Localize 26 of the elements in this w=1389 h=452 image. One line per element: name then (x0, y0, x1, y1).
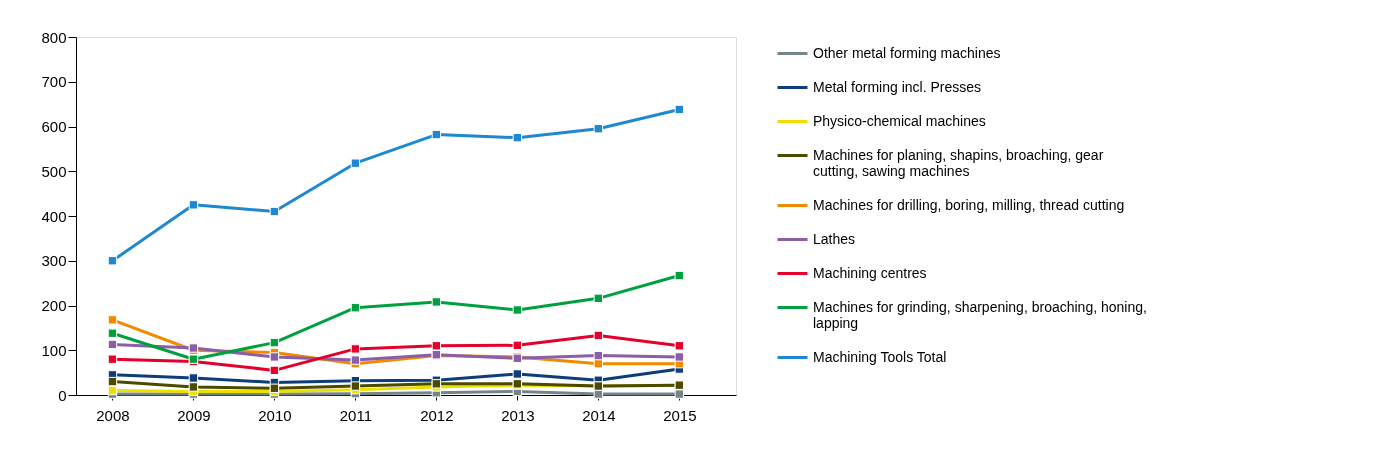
x-tick-label: 2010 (258, 406, 292, 424)
legend-label: Machines for planing, shapins, broaching, gear cutting, sawing machines (813, 146, 1104, 179)
y-tick-label: 0 (58, 386, 67, 404)
y-tick-label: 300 (41, 252, 67, 270)
y-tick-label: 600 (41, 118, 67, 135)
x-tick-label: 2015 (663, 406, 697, 424)
legend-label: Metal forming incl. Presses (813, 78, 982, 95)
legend-label: Machines for grinding, sharpening, broaching, honing, lapping (813, 298, 1147, 331)
y-tick-label: 200 (41, 297, 67, 314)
y-tick-label: 800 (41, 28, 67, 46)
legend-label: Machines for drilling, boring, milling, thread cutting (813, 196, 1125, 213)
y-tick-label: 400 (41, 207, 67, 225)
legend-label: Other metal forming machines (813, 44, 1001, 61)
y-tick-label: 500 (41, 162, 67, 180)
x-tick-label: 2012 (420, 406, 454, 424)
x-tick-label: 2013 (501, 406, 535, 424)
x-tick-label: 2011 (339, 406, 373, 424)
x-tick-label: 2008 (96, 406, 130, 424)
x-tick-label: 2014 (582, 406, 616, 424)
legend-label: Lathes (813, 230, 856, 247)
y-tick-label: 100 (41, 341, 67, 359)
x-tick-label: 2009 (177, 406, 211, 424)
legend-label: Physico-chemical machines (813, 112, 986, 129)
legend-label: Machining centres (813, 264, 927, 281)
y-tick-label: 700 (41, 73, 67, 91)
legend-label: Machining Tools Total (813, 348, 947, 365)
